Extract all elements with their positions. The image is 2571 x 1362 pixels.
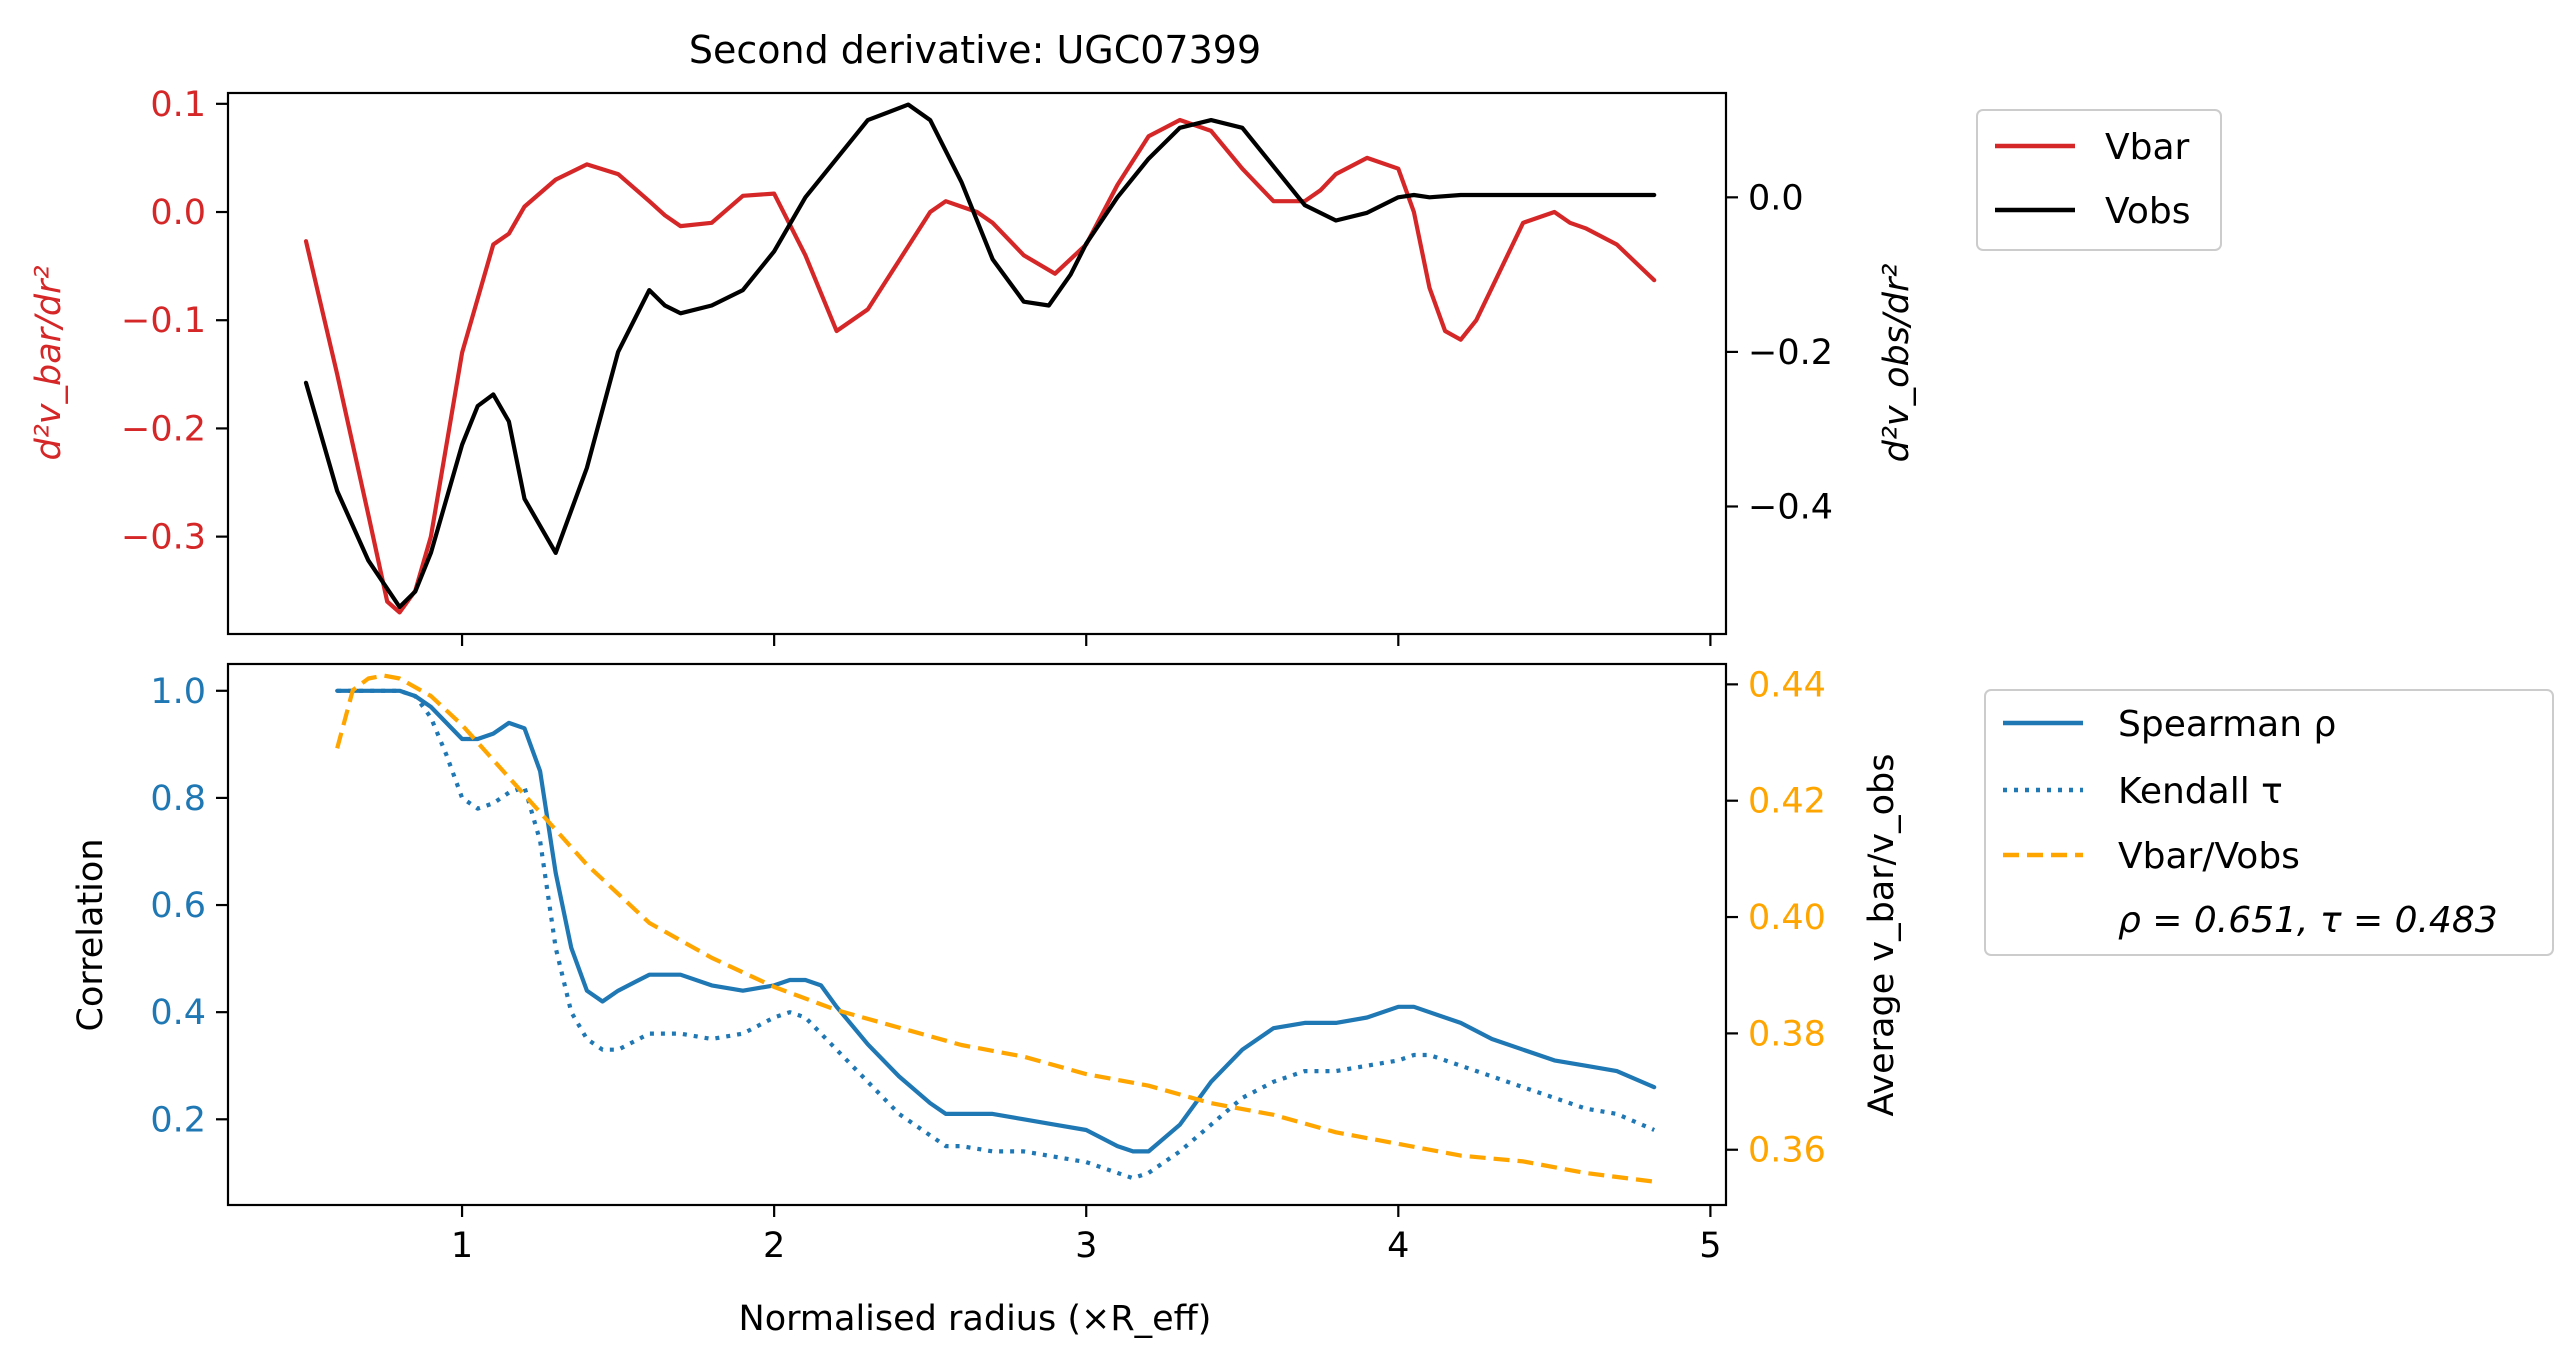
bottom-left-ytick-label: 0.6 — [150, 886, 206, 926]
top-legend-vobs-label: Vobs — [2105, 191, 2190, 232]
bottom-series-line-spearman — [335, 688, 1657, 1154]
top-series-layer — [303, 102, 1657, 615]
top-right-ylabel: d²v_obs/dr² — [1877, 264, 1917, 463]
bottom-series-layer — [335, 673, 1657, 1184]
bottom-xtick-label-2: 2 — [763, 1226, 785, 1266]
bottom-xtick-label-3: 3 — [1075, 1226, 1097, 1266]
bottom-right-ytick-label: 0.42 — [1748, 782, 1826, 822]
top-left-ytick-label: 0.0 — [150, 193, 206, 233]
bottom-left-ytick-label: 0.2 — [150, 1100, 206, 1140]
top-series-line-vobs — [303, 102, 1657, 610]
top-right-ytick-label: −0.2 — [1748, 333, 1833, 373]
top-left-ytick-label: −0.1 — [121, 301, 206, 341]
top-axes-ticks: 0.1 0.0 −0.1 −0.2 −0.3 0.0 −0.2 −0.4 — [121, 85, 1833, 646]
bottom-right-ytick-label: 0.40 — [1748, 898, 1826, 938]
top-axes-frame — [226, 91, 1728, 636]
top-left-ytick-label: 0.1 — [150, 85, 206, 125]
bottom-xtick-label-4: 4 — [1387, 1226, 1409, 1266]
bottom-right-ytick-label: 0.38 — [1748, 1014, 1826, 1054]
bottom-legend-spearman-label: Spearman ρ — [2118, 704, 2336, 745]
bottom-legend-ratio-label: Vbar/Vobs — [2118, 836, 2300, 877]
bottom-legend-stats-label: ρ = 0.651, τ = 0.483 — [2118, 900, 2498, 941]
bottom-right-ytick-label: 0.44 — [1748, 665, 1826, 705]
top-right-ytick-label: −0.4 — [1748, 487, 1833, 527]
bottom-xtick-label-5: 5 — [1699, 1226, 1721, 1266]
top-legend: Vbar Vobs — [1976, 109, 2222, 251]
top-left-ylabel: d²v_bar/dr² — [29, 266, 69, 461]
bottom-xtick-label-1: 1 — [451, 1226, 473, 1266]
bottom-series-line-kendall — [337, 688, 1656, 1181]
top-title: Second derivative: UGC07399 — [689, 28, 1261, 72]
top-legend-vbar-label: Vbar — [2105, 127, 2190, 168]
top-left-ytick-label: −0.3 — [121, 518, 206, 558]
bottom-legend-box — [1984, 689, 2554, 956]
bottom-left-ytick-label: 0.8 — [150, 779, 206, 819]
top-series-line-vbar — [303, 117, 1657, 615]
bottom-right-ytick-label: 0.36 — [1748, 1131, 1826, 1171]
bottom-axes-frame — [226, 662, 1728, 1207]
bottom-left-ytick-label: 0.4 — [150, 993, 206, 1033]
bottom-left-ytick-label: 1.0 — [150, 672, 206, 712]
bottom-legend: Spearman ρ Kendall τ Vbar/Vobs ρ = 0.651… — [1984, 689, 2554, 956]
bottom-xlabel: Normalised radius (×R_eff) — [739, 1299, 1212, 1339]
bottom-axes-ticks: 1 2 3 4 5 1.0 0.8 0.6 0.4 0.2 0.44 0.42 0.40 0.38 0.36 — [150, 665, 1826, 1266]
bottom-right-ylabel: Average v_bar/v_obs — [1862, 754, 1902, 1117]
top-left-ytick-label: −0.2 — [121, 409, 206, 449]
bottom-legend-kendall-label: Kendall τ — [2118, 771, 2283, 812]
bottom-left-ylabel: Correlation — [71, 839, 111, 1032]
bottom-series-line-vbar-vobs — [335, 673, 1655, 1184]
top-right-ytick-label: 0.0 — [1748, 178, 1804, 218]
